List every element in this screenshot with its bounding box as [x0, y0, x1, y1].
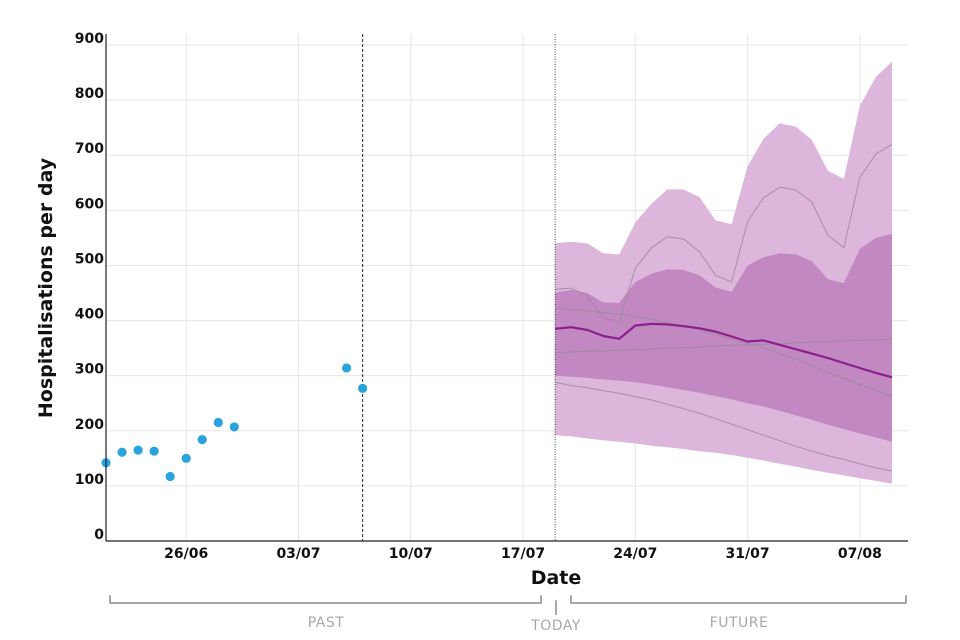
- x-axis-title: Date: [531, 567, 582, 589]
- observed-point: [229, 422, 239, 432]
- inner-band-area: [555, 234, 892, 442]
- x-tick-label: 03/07: [276, 546, 320, 562]
- x-tick-label: 10/07: [389, 546, 433, 562]
- y-tick-label: 800: [75, 86, 104, 102]
- x-tick-label: 07/08: [838, 546, 882, 562]
- period-brackets: PAST TODAY FUTURE: [109, 595, 907, 634]
- future-label: FUTURE: [710, 615, 769, 631]
- y-axis-title: Hospitalisations per day: [35, 157, 57, 418]
- x-tick-labels: 26/06 03/07 10/07 17/07 24/07 31/07 07/08: [164, 546, 882, 562]
- y-tick-labels: 0 100 200 300 400 500 600 700 800 900: [75, 31, 104, 543]
- observed-point: [358, 383, 368, 393]
- median-line: [554, 322, 893, 379]
- observed-point: [165, 471, 175, 482]
- scenario-line: [555, 143, 893, 323]
- observed-point: [181, 453, 191, 463]
- scenario-lines: [554, 143, 893, 472]
- reference-lines: [362, 34, 556, 541]
- x-tick-label: 17/07: [501, 546, 545, 562]
- past-label: PAST: [308, 615, 345, 631]
- observed-point: [342, 363, 352, 373]
- x-tick-label: 24/07: [613, 546, 657, 562]
- inner-prediction-band: [555, 234, 892, 442]
- scenario-line: [555, 338, 893, 353]
- future-bracket: [570, 595, 907, 604]
- x-tick-label: 31/07: [726, 546, 770, 562]
- y-tick-label: 100: [75, 472, 104, 488]
- observed-points: [101, 363, 368, 482]
- y-tick-label: 300: [75, 362, 104, 378]
- y-tick-label: 600: [75, 196, 104, 212]
- scenario-line: [554, 381, 893, 472]
- y-tick-label: 400: [75, 307, 104, 323]
- y-tick-label: 900: [75, 31, 104, 47]
- observed-point: [133, 445, 143, 455]
- observed-point: [213, 417, 223, 428]
- y-tick-label: 200: [75, 417, 104, 433]
- scenario-line: [555, 307, 893, 397]
- median-forecast: [554, 322, 893, 379]
- past-bracket: [109, 595, 542, 604]
- y-tick-label: 0: [94, 527, 104, 543]
- observed-point: [197, 435, 207, 445]
- observed-point: [117, 447, 127, 457]
- y-tick-label: 700: [75, 141, 104, 157]
- today-label: TODAY: [530, 618, 581, 634]
- y-tick-label: 500: [75, 251, 104, 267]
- observed-point: [149, 446, 159, 456]
- x-tick-label: 26/06: [164, 546, 208, 562]
- axes: [105, 34, 908, 542]
